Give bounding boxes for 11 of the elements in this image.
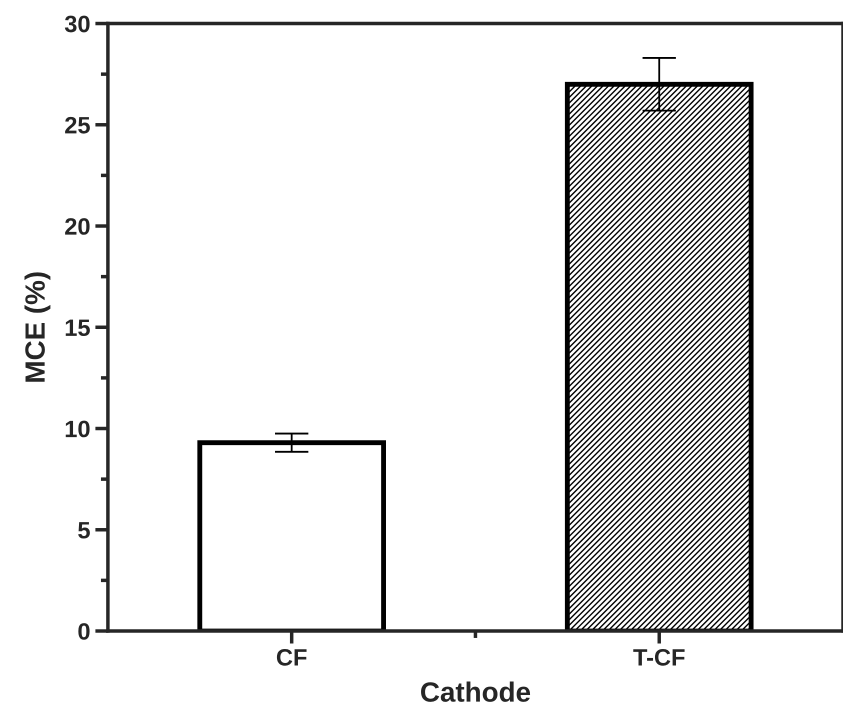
y-tick-label: 0 <box>78 623 90 640</box>
x-tick-label: CF <box>276 648 307 666</box>
x-axis-title: Cathode <box>421 681 530 702</box>
x-tick-label: T-CF <box>633 648 685 666</box>
y-tick-label: 10 <box>66 420 90 438</box>
y-tick-label: 20 <box>65 218 90 235</box>
y-axis-title: MCE (%) <box>24 272 50 382</box>
y-tick-label: 25 <box>65 116 90 134</box>
y-tick-label: 15 <box>66 320 90 336</box>
y-tick-label: 5 <box>78 522 90 539</box>
y-tick-label: 30 <box>64 16 90 32</box>
